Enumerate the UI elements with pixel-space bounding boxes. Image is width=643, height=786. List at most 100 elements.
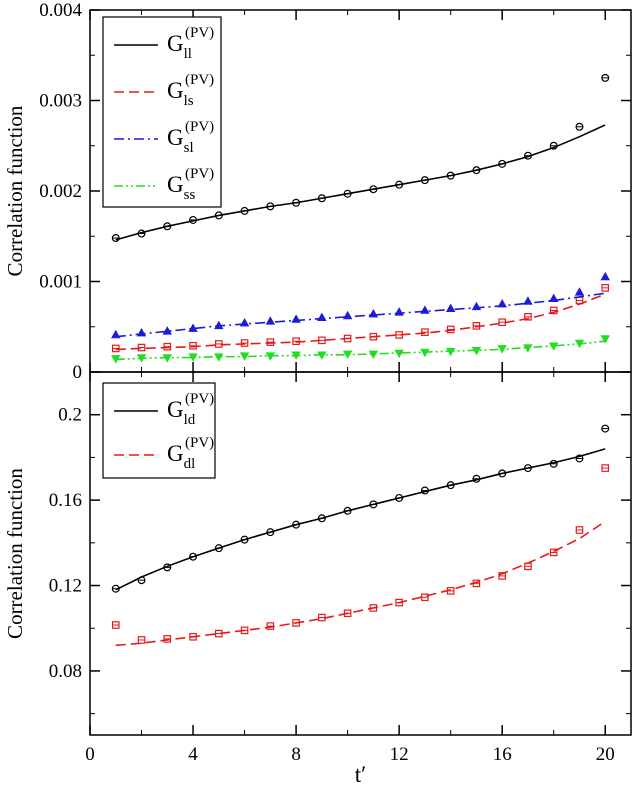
y-tick-label: 0.002: [39, 181, 82, 202]
data-point-ll: [292, 198, 301, 207]
data-point-sl: [549, 293, 559, 302]
data-point-ld: [317, 514, 326, 523]
data-point-ls: [472, 322, 481, 330]
data-point-sl: [394, 307, 404, 316]
data-point-ll: [189, 215, 198, 224]
data-point-dl: [163, 635, 172, 643]
data-point-sl: [317, 312, 327, 322]
data-point-ls: [318, 336, 326, 345]
series-dl: [111, 464, 610, 647]
legend-label-ld: Gld: [167, 397, 196, 428]
data-point-dl: [215, 629, 223, 638]
x-tick-label: 0: [85, 744, 95, 765]
data-point-dl: [549, 548, 558, 557]
data-point-ll: [549, 141, 558, 150]
data-point-ld: [395, 493, 404, 502]
data-point-ld: [369, 500, 378, 509]
data-point-ll: [214, 211, 223, 220]
data-point-ls: [163, 342, 172, 351]
data-point-sl: [523, 296, 533, 305]
data-point-ll: [240, 206, 249, 215]
data-point-ss: [574, 339, 585, 349]
data-point-sl: [368, 308, 379, 318]
data-point-ls: [137, 343, 146, 352]
y-tick-label: 0.001: [39, 272, 82, 293]
data-point-ls: [498, 318, 506, 327]
data-point-ls: [601, 284, 610, 292]
fit-curve-ss: [115, 340, 606, 361]
data-point-ls: [266, 338, 275, 346]
data-point-ll: [343, 189, 352, 198]
legend-box: [102, 382, 216, 479]
data-point-ll: [498, 159, 507, 168]
y-axis-label: Correlation function: [3, 105, 27, 276]
legend-superscript: (PV): [185, 391, 214, 407]
panel-top: 0 0.001 0.002 0.003 0.004 Correlation functio…: [3, 0, 632, 383]
data-point-ld: [111, 584, 120, 593]
y-tick-label: 0.08: [49, 661, 82, 682]
data-point-ss: [471, 346, 482, 356]
legend-bottom: Gld(PV)Gdl(PV): [102, 382, 216, 479]
data-point-dl: [472, 579, 481, 588]
data-point-sl: [420, 305, 430, 314]
data-point-ls: [395, 331, 403, 339]
x-axis-label: t′: [355, 762, 366, 786]
data-point-ld: [549, 459, 558, 468]
data-point-ld: [343, 506, 352, 515]
data-point-dl: [292, 619, 300, 627]
data-point-ls: [421, 328, 429, 336]
data-point-dl: [318, 613, 326, 622]
data-point-dl: [498, 572, 506, 580]
fit-curve-sl: [115, 292, 606, 338]
data-point-dl: [343, 609, 352, 618]
data-point-sl: [136, 327, 147, 337]
x-tick-label: 16: [493, 744, 512, 765]
data-point-ld: [523, 464, 532, 473]
fit-curve-dl: [115, 520, 606, 647]
data-point-ss: [497, 345, 507, 354]
data-point-ls: [215, 340, 223, 348]
data-point-ld: [163, 563, 172, 572]
legend-label-ls: Gls: [167, 78, 194, 109]
data-point-dl: [137, 636, 146, 644]
series-sl: [111, 271, 610, 339]
data-point-dl: [189, 632, 197, 641]
legend-label-sl: Gsl: [167, 125, 194, 156]
data-point-ld: [472, 474, 481, 483]
y-tick-label: 0: [73, 362, 83, 383]
data-point-dl: [575, 526, 584, 534]
data-point-ld: [498, 469, 507, 478]
data-point-ll: [420, 176, 429, 185]
data-point-ld: [240, 535, 249, 544]
data-point-ld: [266, 528, 275, 537]
data-point-ls: [189, 341, 197, 350]
x-tick-label: 4: [188, 744, 198, 765]
plot-frame-bottom: [89, 371, 632, 736]
data-point-ld: [446, 481, 455, 490]
y-tick-label: 0.003: [39, 91, 82, 112]
legend-top: Gll(PV)Gls(PV)Gsl(PV)Gss(PV): [102, 16, 222, 208]
data-point-sl: [188, 323, 198, 332]
data-point-ld: [292, 520, 301, 529]
data-point-ls: [369, 332, 378, 341]
data-point-dl: [421, 593, 429, 602]
fit-curve-ls: [115, 293, 606, 351]
y-tick-label: 0.16: [49, 490, 82, 511]
legend-label-ss: Gss: [167, 172, 195, 203]
data-point-ss: [136, 354, 147, 363]
data-point-ll: [575, 122, 584, 131]
series-ls: [111, 284, 610, 353]
data-point-ld: [601, 424, 610, 433]
legend-superscript: (PV): [185, 166, 214, 182]
x-tick-label: 8: [291, 744, 301, 765]
data-point-ll: [472, 166, 481, 175]
data-point-dl: [240, 626, 249, 635]
data-point-ll: [395, 180, 404, 189]
data-point-ss: [317, 351, 327, 360]
legend-superscript: (PV): [185, 435, 214, 451]
data-point-ss: [523, 344, 533, 353]
data-point-ld: [137, 576, 146, 585]
data-point-ss: [214, 353, 224, 362]
data-point-sl: [265, 316, 276, 325]
data-point-sl: [342, 310, 353, 320]
